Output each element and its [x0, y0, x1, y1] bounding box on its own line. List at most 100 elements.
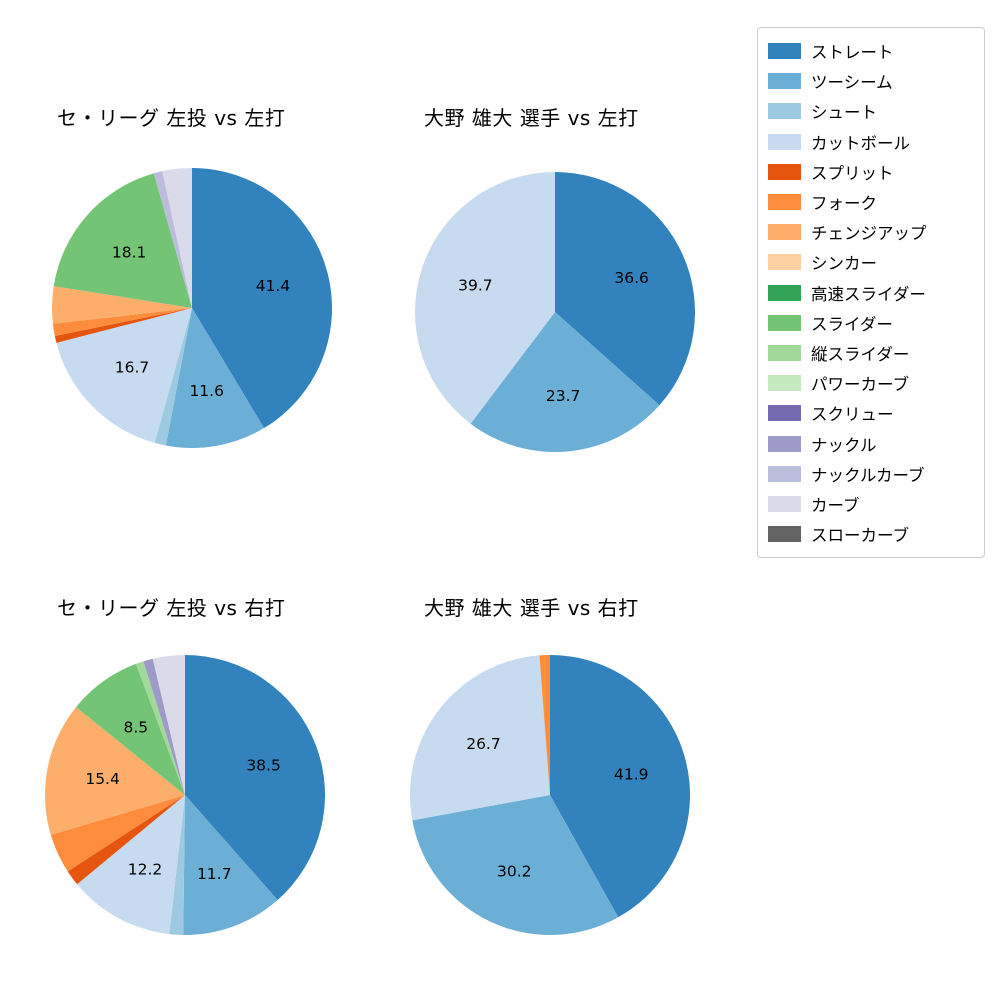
- pie-slice-ストレート: [192, 168, 332, 429]
- pie-chart-ono-vs-left: 36.6 23.7 39.7: [415, 172, 695, 452]
- pie-percentage-label: 11.6: [189, 382, 224, 400]
- pie-percentage-label: 16.7: [115, 358, 150, 376]
- pie-percentage-label: 23.7: [546, 387, 581, 405]
- pie-percentage-label: 39.7: [458, 277, 493, 295]
- pie-slice-フォーク: [50, 795, 186, 872]
- pie-percentage-label: 15.4: [85, 770, 120, 788]
- pie-slice-カットボール: [77, 795, 185, 935]
- chart-title-league-vs-right: セ・リーグ 左投 vs 右打: [57, 596, 286, 620]
- pie-slice-スライダー: [76, 663, 185, 795]
- pie-slice-スライダー: [53, 173, 192, 308]
- legend-label: 縦スライダー: [811, 344, 910, 364]
- legend-item: シンカー: [768, 247, 974, 277]
- pie-slice-シュート: [154, 308, 192, 446]
- pie-slice-ツーシーム: [165, 308, 265, 448]
- legend-swatch: [768, 254, 801, 271]
- pie-slice-スプリット: [54, 308, 192, 343]
- legend-swatch: [768, 133, 801, 150]
- pie-percentage-label: 38.5: [246, 757, 281, 775]
- legend-swatch: [768, 284, 801, 301]
- pie-slice-カーブ: [162, 168, 192, 308]
- legend-item: スプリット: [768, 157, 974, 187]
- pie-slice-縦スライダー: [135, 661, 185, 795]
- pie-percentage-label: 36.6: [614, 269, 649, 287]
- legend-swatch: [768, 465, 801, 482]
- legend-item: ツーシーム: [768, 66, 974, 96]
- legend-swatch: [768, 375, 801, 392]
- legend-label: シュート: [811, 103, 877, 123]
- legend-label: ツーシーム: [811, 73, 893, 93]
- pie-percentage-label: 26.7: [466, 735, 501, 753]
- legend-label: チェンジアップ: [811, 224, 927, 244]
- legend-item: フォーク: [768, 187, 974, 217]
- pie-slice-カットボール: [56, 308, 192, 443]
- legend-label: ナックル: [811, 435, 877, 455]
- legend-swatch: [768, 314, 801, 331]
- legend-label: パワーカーブ: [811, 375, 910, 395]
- pie-slice-ツーシーム: [470, 312, 660, 452]
- legend-item: スクリュー: [768, 398, 974, 428]
- legend-label: 高速スライダー: [811, 284, 926, 304]
- pie-slice-チェンジアップ: [52, 286, 192, 324]
- legend-item: カーブ: [768, 489, 974, 519]
- legend-item: シュート: [768, 96, 974, 126]
- legend-item: 高速スライダー: [768, 278, 974, 308]
- legend-label: スローカーブ: [811, 526, 910, 546]
- pie-slice-ナックルカーブ: [153, 171, 192, 308]
- pie-slice-ツーシーム: [183, 795, 278, 935]
- pie-percentage-label: 41.4: [256, 277, 291, 295]
- pie-percentage-label: 18.1: [112, 244, 147, 262]
- pie-slice-シュート: [169, 795, 185, 935]
- legend-swatch: [768, 163, 801, 180]
- legend-label: スプリット: [811, 163, 894, 183]
- pie-percentage-label: 12.2: [128, 860, 163, 878]
- legend-item: チェンジアップ: [768, 217, 974, 247]
- legend-item: パワーカーブ: [768, 368, 974, 398]
- pie-slice-ナックル: [143, 658, 185, 795]
- pie-percentage-label: 41.9: [614, 765, 649, 783]
- pie-chart-league-vs-right: 38.5 11.7 12.2 15.4 8.5: [45, 655, 325, 935]
- legend-label: シンカー: [811, 254, 877, 274]
- pie-slice-スプリット: [67, 795, 185, 885]
- legend-swatch: [768, 194, 801, 211]
- pie-chart-ono-vs-right: 41.9 30.2 26.7: [410, 655, 690, 935]
- chart-title-ono-vs-left: 大野 雄大 選手 vs 左打: [424, 106, 639, 130]
- pie-percentage-label: 30.2: [497, 862, 532, 880]
- legend-item: スローカーブ: [768, 519, 974, 549]
- pie-slice-チェンジアップ: [45, 707, 185, 835]
- chart-title-league-vs-left: セ・リーグ 左投 vs 左打: [57, 106, 286, 130]
- legend-swatch: [768, 435, 801, 452]
- chart-title-ono-vs-right: 大野 雄大 選手 vs 右打: [424, 596, 639, 620]
- legend-swatch: [768, 43, 801, 60]
- pie-slice-ストレート: [185, 655, 325, 901]
- legend-swatch: [768, 103, 801, 120]
- legend-item: ナックルカーブ: [768, 459, 974, 489]
- pie-slice-ストレート: [550, 655, 690, 918]
- legend-swatch: [768, 224, 801, 241]
- legend-label: スライダー: [811, 314, 893, 334]
- pie-slice-フォーク: [539, 655, 550, 795]
- pie-slice-カーブ: [152, 655, 185, 795]
- pie-slice-フォーク: [52, 308, 193, 336]
- legend-label: ナックルカーブ: [811, 465, 925, 485]
- legend-item: ナックル: [768, 428, 974, 458]
- legend-swatch: [768, 344, 801, 361]
- pie-slice-ストレート: [555, 172, 695, 406]
- pie-slice-ツーシーム: [412, 795, 619, 935]
- pie-percentage-label: 11.7: [197, 865, 232, 883]
- legend-label: フォーク: [811, 194, 877, 214]
- legend-item: 縦スライダー: [768, 338, 974, 368]
- pie-slice-カットボール: [415, 172, 555, 424]
- legend-label: ストレート: [811, 43, 894, 63]
- legend-swatch: [768, 405, 801, 422]
- legend-swatch: [768, 73, 801, 90]
- pie-slice-カットボール: [410, 655, 550, 821]
- legend-label: カーブ: [811, 495, 860, 515]
- legend-item: ストレート: [768, 36, 974, 66]
- legend-item: スライダー: [768, 308, 974, 338]
- legend: ストレートツーシームシュートカットボール スプリットフォークチェンジアップ シンカー…: [757, 27, 985, 559]
- legend-item: カットボール: [768, 127, 974, 157]
- legend-swatch: [768, 495, 801, 512]
- legend-label: カットボール: [811, 133, 910, 153]
